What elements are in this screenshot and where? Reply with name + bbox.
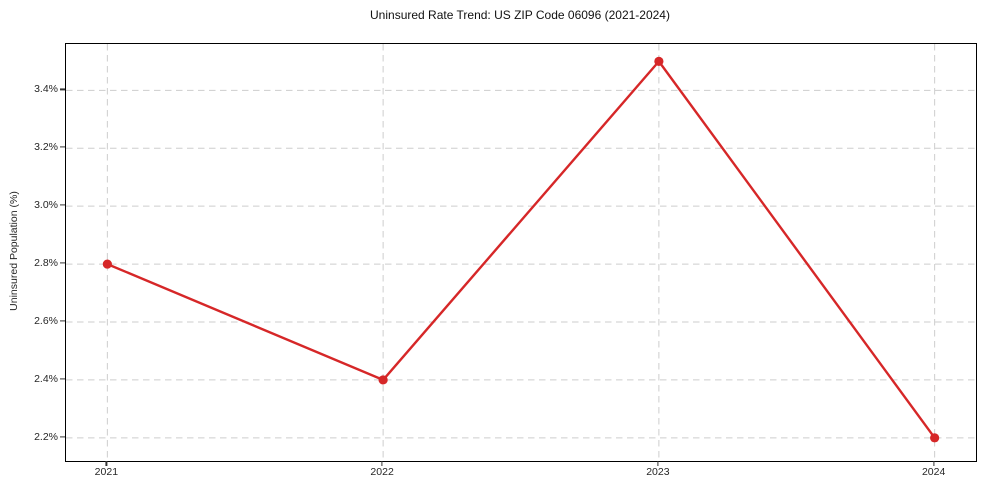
x-tick-mark <box>657 461 659 466</box>
data-point-marker <box>930 433 940 443</box>
x-tick-label: 2021 <box>94 466 119 478</box>
y-tick-mark <box>60 146 65 148</box>
data-point-marker <box>378 375 388 385</box>
y-axis-label: Uninsured Population (%) <box>8 191 20 311</box>
x-tick-mark <box>933 461 935 466</box>
y-tick-mark <box>60 436 65 438</box>
y-tick-label: 2.8% <box>34 257 58 270</box>
data-point-marker <box>654 56 664 66</box>
y-tick-label: 3.2% <box>34 141 58 154</box>
data-point-marker <box>102 259 112 269</box>
x-tick-label: 2024 <box>921 466 946 478</box>
trend-line <box>106 60 936 440</box>
y-tick-label: 3.4% <box>34 83 58 96</box>
chart-title: Uninsured Rate Trend: US ZIP Code 06096 … <box>370 8 670 22</box>
x-tick-mark <box>105 461 107 466</box>
y-tick-mark <box>60 204 65 206</box>
line-chart-svg <box>66 44 976 461</box>
x-tick-mark <box>381 461 383 466</box>
y-tick-label: 3.0% <box>34 199 58 212</box>
y-tick-label: 2.4% <box>34 372 58 385</box>
x-tick-label: 2022 <box>370 466 394 478</box>
y-tick-label: 2.2% <box>34 430 58 443</box>
y-tick-label: 2.6% <box>34 315 58 327</box>
plot-area <box>65 43 977 462</box>
y-tick-mark <box>60 262 65 264</box>
y-tick-mark <box>60 320 65 322</box>
y-tick-mark <box>60 88 65 90</box>
y-tick-mark <box>60 378 65 380</box>
x-tick-label: 2023 <box>646 466 670 478</box>
